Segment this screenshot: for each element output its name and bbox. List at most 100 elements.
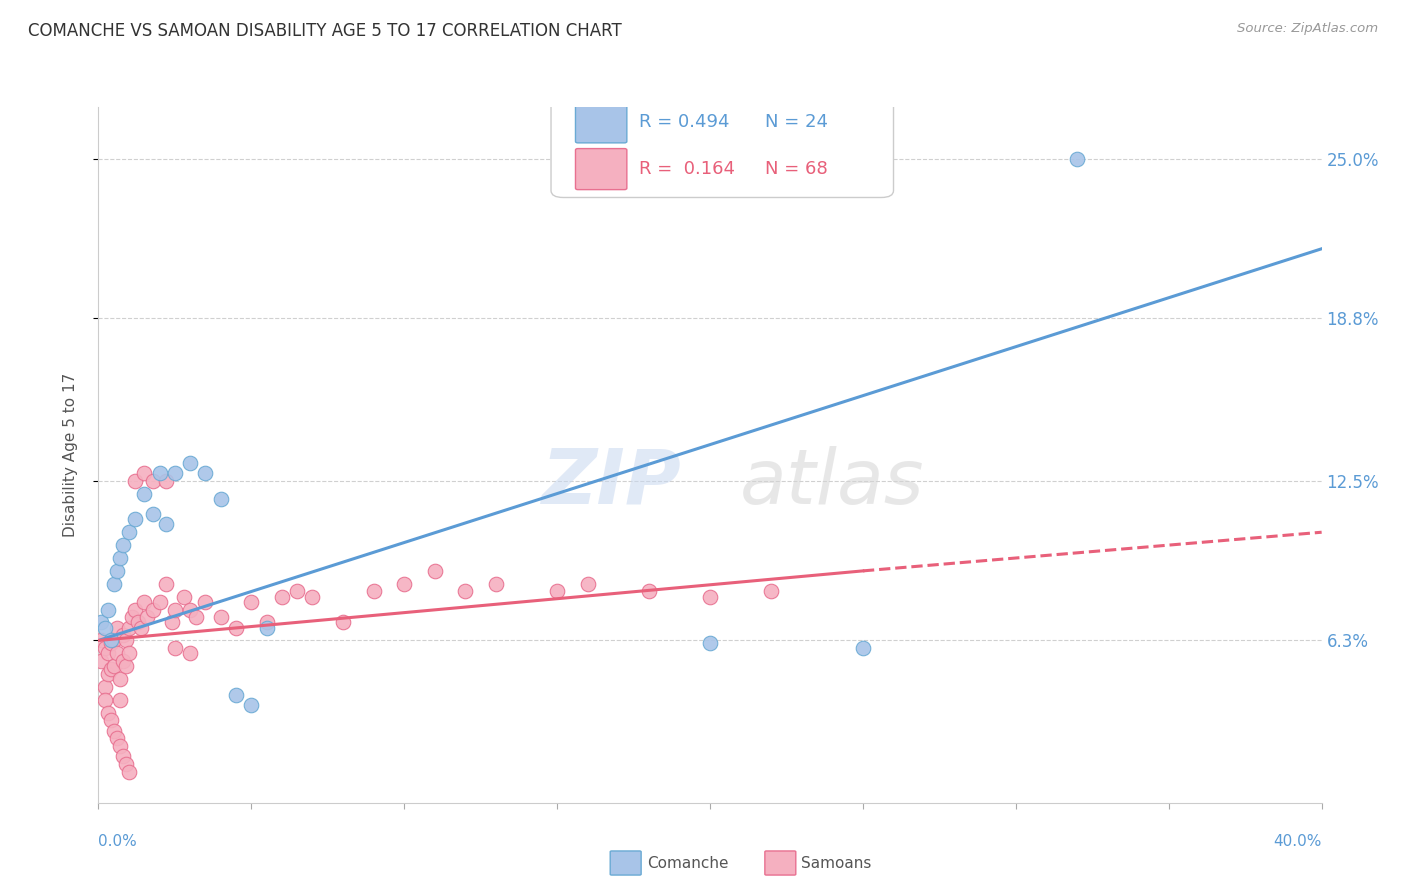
- Point: [256, 615, 278, 630]
- Point: [149, 466, 172, 480]
- Point: [160, 615, 183, 630]
- Point: [423, 564, 446, 578]
- Point: [90, 654, 112, 668]
- Point: [240, 595, 263, 609]
- Point: [105, 621, 128, 635]
- Point: [209, 610, 232, 624]
- Point: [225, 621, 247, 635]
- Point: [100, 662, 122, 676]
- Text: Source: ZipAtlas.com: Source: ZipAtlas.com: [1237, 22, 1378, 36]
- Point: [115, 659, 138, 673]
- Point: [97, 667, 120, 681]
- Point: [142, 474, 165, 488]
- Point: [118, 764, 141, 779]
- Point: [194, 466, 217, 480]
- Point: [100, 636, 122, 650]
- Point: [100, 714, 122, 728]
- Point: [118, 621, 141, 635]
- Point: [256, 621, 278, 635]
- Point: [142, 602, 165, 616]
- Point: [105, 731, 128, 746]
- Point: [332, 615, 354, 630]
- Point: [155, 474, 177, 488]
- Point: [136, 610, 159, 624]
- Point: [149, 595, 172, 609]
- Point: [111, 749, 134, 764]
- Point: [576, 576, 599, 591]
- Point: [699, 636, 721, 650]
- Point: [124, 512, 146, 526]
- Point: [93, 692, 115, 706]
- Point: [759, 584, 782, 599]
- FancyBboxPatch shape: [765, 851, 796, 875]
- Point: [111, 628, 134, 642]
- Point: [90, 615, 112, 630]
- Point: [134, 486, 156, 500]
- Text: Samoans: Samoans: [801, 856, 872, 871]
- Point: [111, 538, 134, 552]
- Text: N = 68: N = 68: [765, 160, 828, 178]
- Point: [90, 633, 112, 648]
- Point: [124, 602, 146, 616]
- FancyBboxPatch shape: [575, 102, 627, 143]
- Point: [115, 633, 138, 648]
- Point: [270, 590, 292, 604]
- Point: [108, 692, 131, 706]
- Point: [127, 615, 149, 630]
- Point: [637, 584, 661, 599]
- FancyBboxPatch shape: [551, 87, 894, 197]
- Text: N = 24: N = 24: [765, 113, 828, 131]
- Point: [97, 646, 120, 660]
- Point: [454, 584, 477, 599]
- Point: [97, 602, 120, 616]
- Point: [485, 576, 508, 591]
- Point: [93, 641, 115, 656]
- Text: COMANCHE VS SAMOAN DISABILITY AGE 5 TO 17 CORRELATION CHART: COMANCHE VS SAMOAN DISABILITY AGE 5 TO 1…: [28, 22, 621, 40]
- Point: [179, 456, 201, 470]
- Point: [852, 641, 875, 656]
- Point: [301, 590, 323, 604]
- Point: [1066, 152, 1088, 166]
- Point: [93, 680, 115, 694]
- Point: [97, 706, 120, 720]
- Point: [392, 576, 416, 591]
- Point: [103, 723, 125, 738]
- Text: ZIP: ZIP: [543, 446, 682, 520]
- Point: [179, 646, 201, 660]
- Point: [163, 466, 186, 480]
- Point: [363, 584, 385, 599]
- Text: 40.0%: 40.0%: [1274, 834, 1322, 849]
- Point: [179, 602, 201, 616]
- Point: [118, 646, 141, 660]
- Text: Comanche: Comanche: [647, 856, 728, 871]
- Point: [105, 564, 128, 578]
- Point: [134, 466, 156, 480]
- Point: [240, 698, 263, 712]
- Point: [108, 672, 131, 686]
- Point: [108, 551, 131, 566]
- Point: [118, 525, 141, 540]
- FancyBboxPatch shape: [610, 851, 641, 875]
- Point: [103, 633, 125, 648]
- Point: [105, 646, 128, 660]
- Point: [115, 757, 138, 772]
- Point: [186, 610, 208, 624]
- Point: [103, 576, 125, 591]
- Text: R = 0.494: R = 0.494: [640, 113, 730, 131]
- Point: [155, 576, 177, 591]
- Text: R =  0.164: R = 0.164: [640, 160, 735, 178]
- Point: [111, 654, 134, 668]
- Point: [163, 641, 186, 656]
- Point: [225, 688, 247, 702]
- Point: [155, 517, 177, 532]
- Point: [134, 595, 156, 609]
- Point: [108, 739, 131, 753]
- Point: [194, 595, 217, 609]
- Point: [100, 633, 122, 648]
- Point: [285, 584, 308, 599]
- Y-axis label: Disability Age 5 to 17: Disability Age 5 to 17: [63, 373, 77, 537]
- Point: [699, 590, 721, 604]
- Point: [103, 659, 125, 673]
- Point: [124, 474, 146, 488]
- Point: [546, 584, 568, 599]
